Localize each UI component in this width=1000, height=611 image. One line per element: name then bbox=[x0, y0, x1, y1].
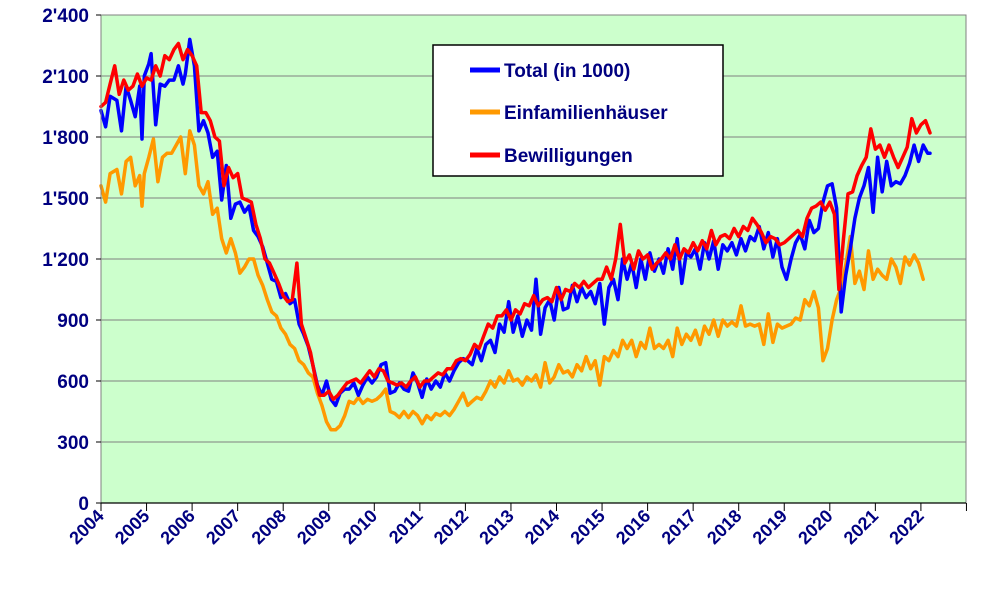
x-tick-label: 2021 bbox=[840, 506, 882, 548]
x-tick-label: 2010 bbox=[339, 506, 381, 548]
series-layer bbox=[99, 37, 932, 432]
series-line-bewilligungen bbox=[99, 41, 932, 402]
x-tick-label: 2022 bbox=[885, 506, 927, 548]
y-tick-label: 2'100 bbox=[42, 67, 89, 88]
legend-label-bewilligungen: Bewilligungen bbox=[504, 146, 633, 167]
x-tick-label: 2007 bbox=[202, 506, 244, 548]
x-tick-label: 2004 bbox=[65, 506, 107, 548]
y-tick-label: 900 bbox=[57, 311, 89, 332]
x-tick-label: 2016 bbox=[612, 506, 654, 548]
legend-label-einfamilienhaeuser: Einfamilienhäuser bbox=[504, 103, 668, 124]
x-tick-label: 2019 bbox=[749, 506, 791, 548]
y-tick-label: 1'200 bbox=[42, 250, 89, 271]
x-tick-label: 2006 bbox=[156, 506, 198, 548]
y-tick-label: 600 bbox=[57, 372, 89, 393]
x-tick-label: 2005 bbox=[111, 506, 153, 548]
x-axis: 2004 2005 2006 2007 2008 2009 2010 2011 2012 2013… bbox=[65, 502, 967, 548]
y-tick-label: 2'400 bbox=[42, 6, 89, 27]
x-tick-label: 2017 bbox=[658, 506, 700, 548]
series-line-total bbox=[99, 37, 932, 408]
x-tick-label: 2013 bbox=[475, 506, 517, 548]
y-tick-label: 0 bbox=[78, 494, 89, 515]
legend: Total (in 1000) Einfamilienhäuser Bewill… bbox=[432, 44, 724, 177]
x-tick-label: 2011 bbox=[385, 506, 427, 548]
y-tick-label: 1'800 bbox=[42, 128, 89, 149]
legend-label-total: Total (in 1000) bbox=[504, 61, 630, 82]
y-tick-label: 300 bbox=[57, 433, 89, 454]
x-tick-label: 2014 bbox=[521, 506, 563, 548]
x-tick-label: 2015 bbox=[566, 506, 608, 548]
x-tick-label: 2008 bbox=[248, 506, 290, 548]
y-axis: 0 300 600 900 1'200 1'500 1'800 2'100 2'400 bbox=[42, 6, 101, 515]
series-line-einfamilienhaeuser bbox=[99, 129, 925, 432]
y-tick-label: 1'500 bbox=[42, 189, 89, 210]
x-tick-label: 2012 bbox=[430, 506, 472, 548]
x-tick-label: 2020 bbox=[794, 506, 836, 548]
x-tick-label: 2009 bbox=[293, 506, 335, 548]
x-tick-label: 2018 bbox=[703, 506, 745, 548]
